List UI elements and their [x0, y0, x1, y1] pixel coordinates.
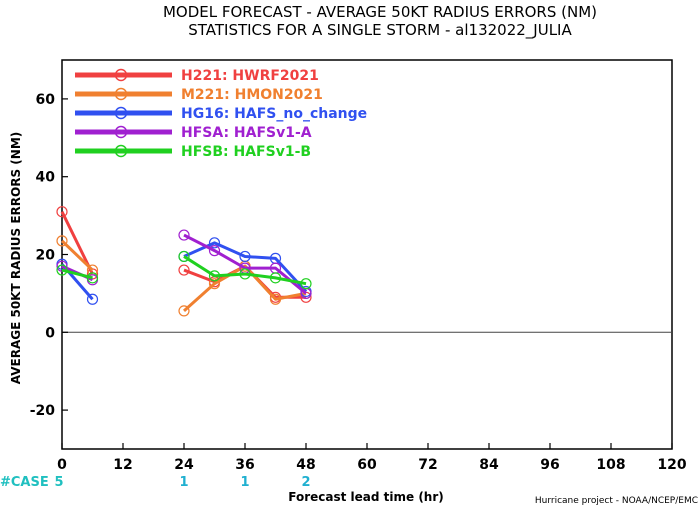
y-tick-label: 20 — [36, 248, 56, 264]
data-point — [178, 229, 190, 241]
legend-label: M221: HMON2021 — [181, 87, 323, 103]
data-point — [86, 272, 99, 284]
x-tick-label: 96 — [540, 457, 559, 473]
data-point — [239, 268, 251, 280]
series-line-1 — [60, 239, 94, 272]
data-point — [269, 272, 282, 284]
x-tick-label: 60 — [357, 457, 377, 473]
case-count: 2 — [301, 475, 310, 490]
data-point — [56, 264, 68, 276]
y-tick-label: 60 — [36, 92, 56, 108]
data-point — [56, 235, 68, 247]
x-tick-label: 48 — [296, 457, 315, 473]
legend-marker — [114, 87, 128, 101]
case-count: 5 — [54, 475, 63, 490]
data-point — [178, 250, 190, 263]
x-tick-label: 108 — [596, 457, 625, 473]
x-tick-label: 12 — [113, 457, 132, 473]
data-point — [208, 245, 221, 257]
data-point — [269, 293, 282, 305]
legend-marker — [114, 106, 128, 120]
data-point — [178, 264, 190, 276]
legend-label: H221: HWRF2021 — [181, 68, 319, 84]
chart-subtitle: STATISTICS FOR A SINGLE STORM - al132022… — [188, 21, 572, 40]
x-tick-label: 24 — [174, 457, 194, 473]
y-tick-label: -20 — [30, 403, 56, 419]
legend-marker — [114, 144, 128, 158]
legend-label: HFSA: HAFSv1-A — [181, 125, 312, 141]
legend-label: HG16: HAFS_no_change — [181, 106, 367, 122]
data-point — [208, 237, 221, 249]
series-line-3 — [183, 233, 307, 295]
legend-marker — [114, 125, 128, 139]
data-point — [208, 278, 221, 290]
credit-text: Hurricane project - NOAA/NCEP/EMC — [535, 496, 698, 506]
legend-marker — [114, 68, 128, 82]
x-tick-label: 84 — [479, 457, 499, 473]
data-point — [300, 278, 312, 290]
x-tick-label: 36 — [235, 457, 254, 473]
chart-title: MODEL FORECAST - AVERAGE 50KT RADIUS ERR… — [163, 3, 597, 21]
data-point — [208, 270, 221, 282]
data-point — [178, 305, 190, 317]
data-point — [86, 293, 99, 305]
y-tick-label: 0 — [45, 325, 55, 341]
x-tick-label: 120 — [657, 457, 686, 473]
x-tick-label: 72 — [418, 457, 437, 473]
case-label: #CASE — [0, 475, 49, 490]
series-line-4 — [183, 255, 307, 286]
series-line-1 — [183, 264, 307, 313]
x-axis-label: Forecast lead time (hr) — [288, 490, 444, 504]
case-count: 1 — [240, 475, 249, 490]
x-tick-label: 0 — [57, 457, 67, 473]
y-tick-label: 40 — [36, 170, 56, 186]
data-point — [56, 206, 68, 218]
y-axis-label: AVERAGE 50KT RADIUS ERRORS (NM) — [9, 132, 23, 384]
case-count: 1 — [179, 475, 188, 490]
series-line-2 — [183, 241, 308, 293]
data-point — [239, 250, 251, 263]
legend-label: HFSB: HAFSv1-B — [181, 144, 311, 160]
